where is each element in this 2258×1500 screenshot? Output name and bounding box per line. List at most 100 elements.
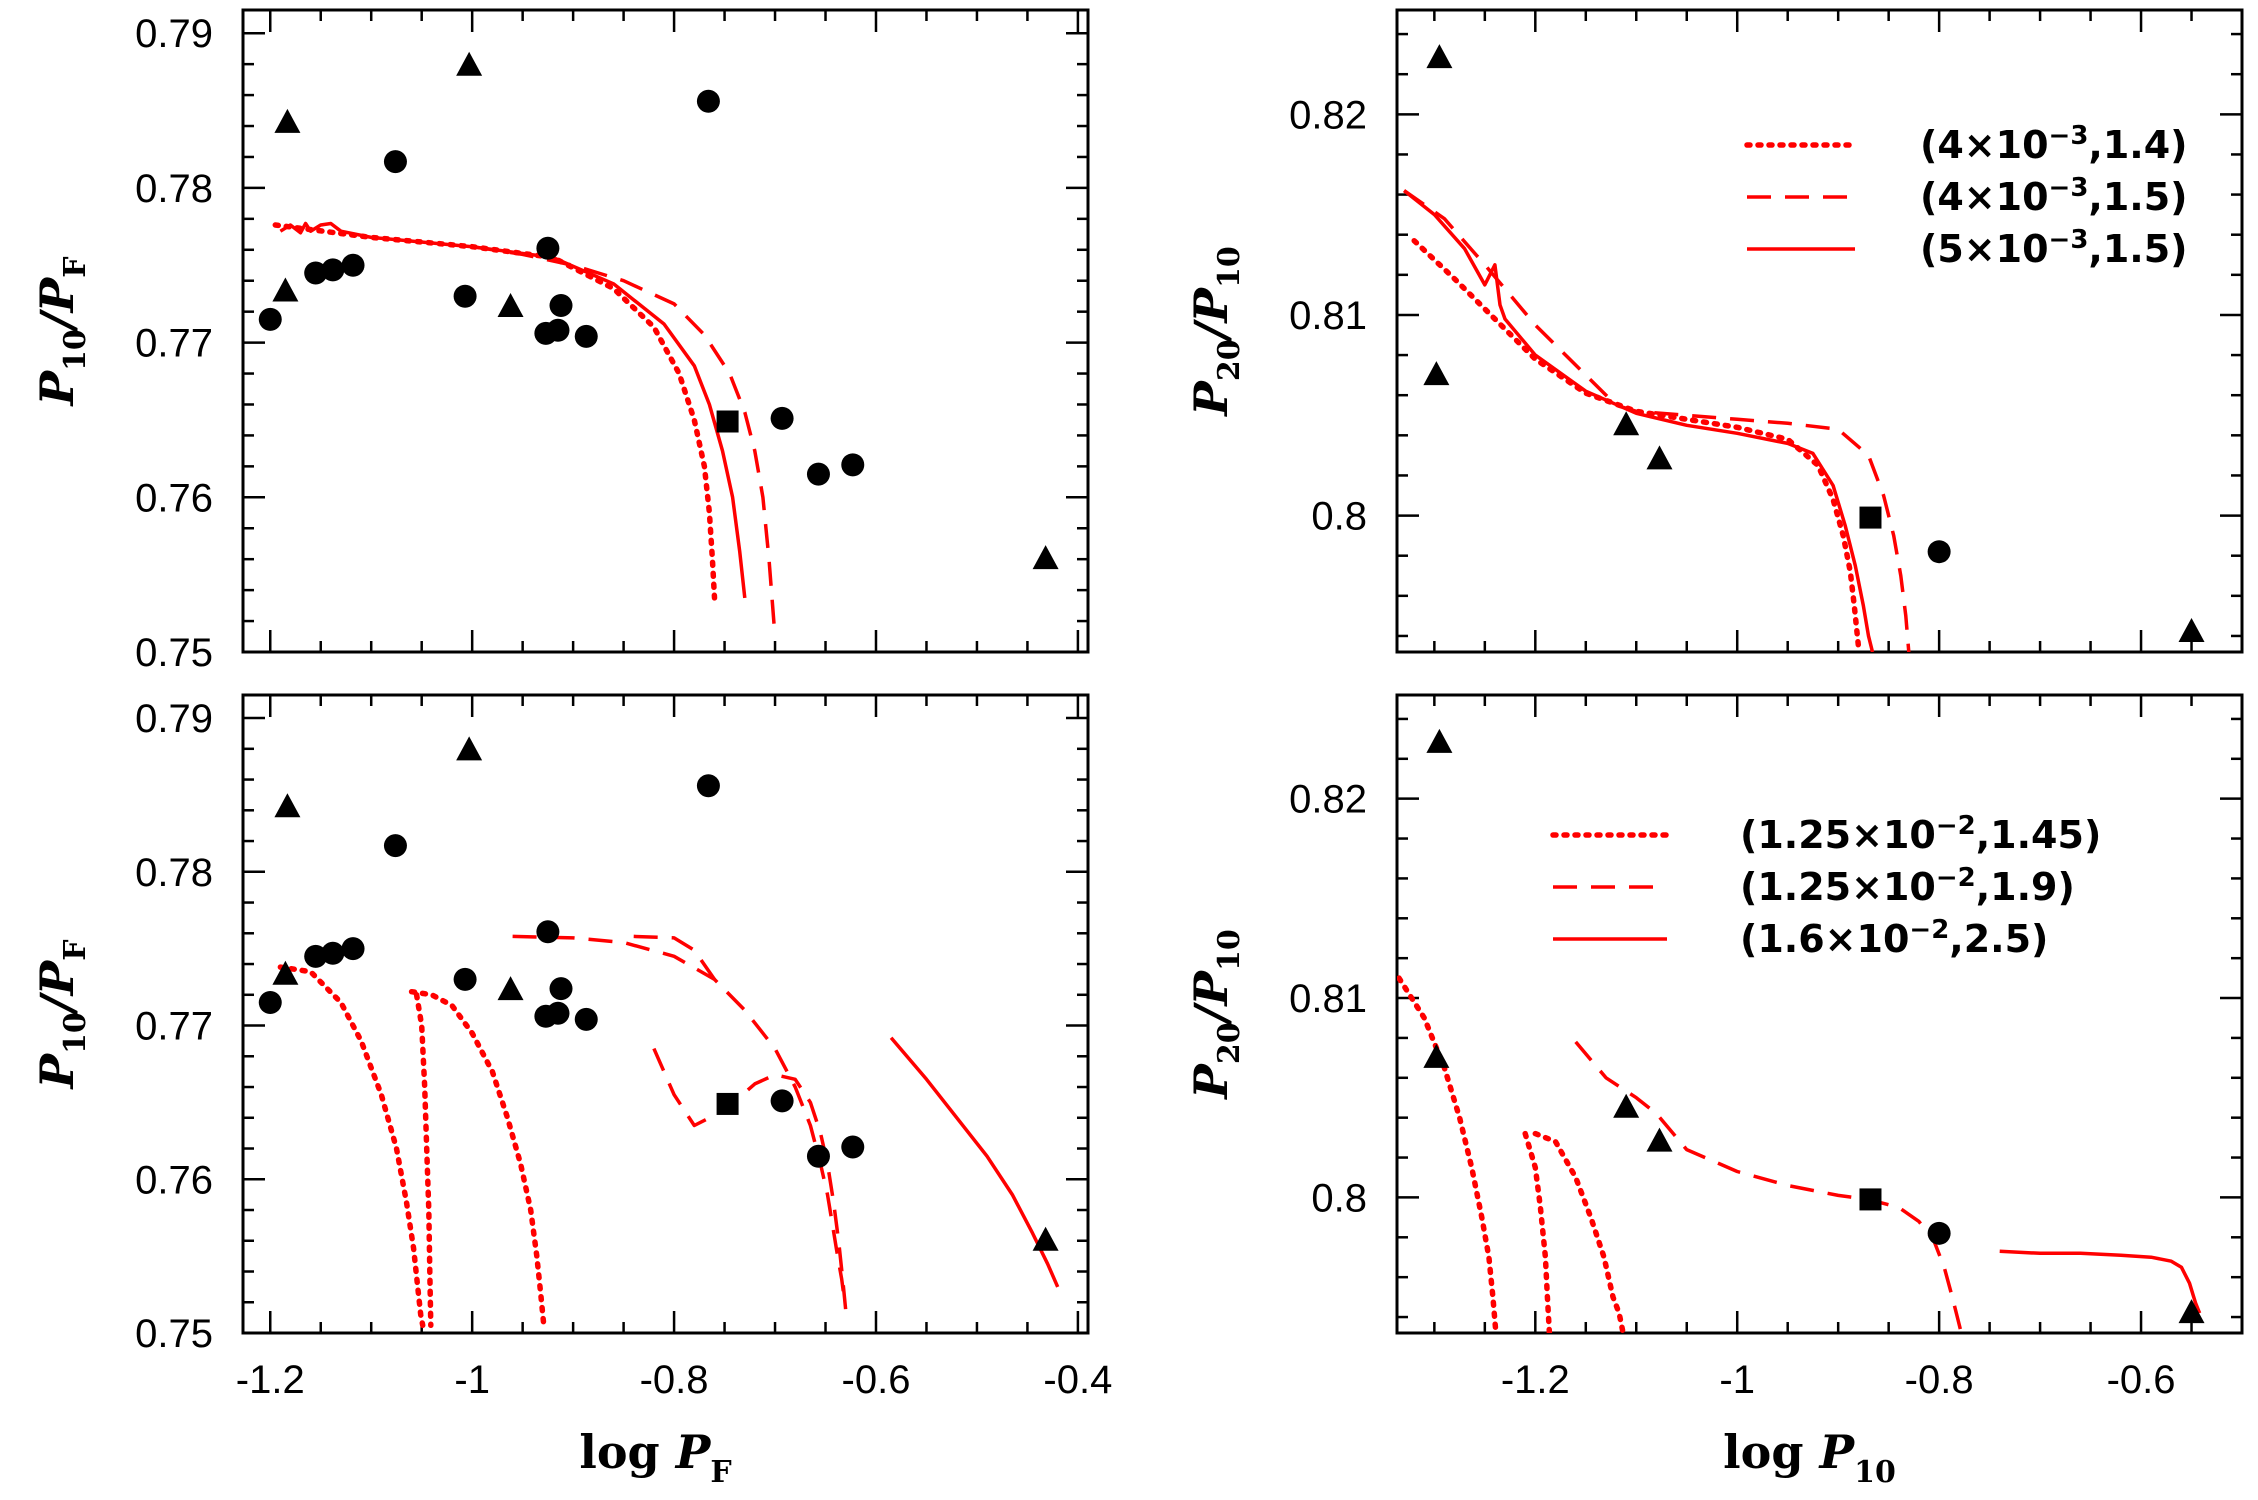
triangle-marker <box>1646 1127 1673 1152</box>
x-tick-label: -0.8 <box>640 1358 709 1402</box>
legend-label: (1.6×10−2,2.5) <box>1740 915 2048 961</box>
square-marker <box>716 410 739 433</box>
triangle-marker <box>456 736 483 761</box>
model-curve-dotted <box>1397 975 1499 1333</box>
circle-marker <box>770 1089 794 1113</box>
circle-marker <box>453 284 477 308</box>
model-curve-dotted <box>272 222 718 601</box>
circle-marker <box>321 258 345 282</box>
model-curve-dotted <box>408 988 547 1329</box>
y-tick-label: 0.81 <box>1289 294 1367 338</box>
y-tick-label: 0.76 <box>135 476 213 520</box>
circle-marker <box>770 406 794 430</box>
model-curve-dotted <box>1411 237 1862 649</box>
panel-bottom-right: 0.8 0.81 0.82 -1.2 -1 -0.8 -0.6 P20/P10 log P10 (… <box>1184 693 2244 1490</box>
circle-marker <box>341 253 365 277</box>
y-tick-label: 0.82 <box>1289 93 1367 137</box>
square-marker <box>1859 1188 1882 1211</box>
triangle-marker <box>456 51 483 76</box>
circle-marker <box>258 307 282 331</box>
model-curve-dashed <box>1574 1040 1963 1333</box>
model-curves <box>277 934 1060 1329</box>
triangle-marker <box>1613 1093 1640 1118</box>
circle-marker <box>453 967 477 991</box>
model-curve-dotted <box>277 964 426 1329</box>
model-curve-dashed <box>512 934 847 1303</box>
model-curve-dotted <box>1522 1130 1553 1333</box>
x-tick-label: -1 <box>1719 1358 1755 1402</box>
y-tick-label: 0.79 <box>135 12 213 56</box>
circle-marker <box>536 920 560 944</box>
triangle-marker <box>1646 445 1673 470</box>
circle-marker <box>341 937 365 961</box>
model-curve-solid <box>279 221 747 599</box>
data-markers <box>258 51 1059 570</box>
panel-top-right: 0.8 0.81 0.82 P20/P10 (4×10−3,1.4)(4×10−3,1.… <box>1184 8 2244 654</box>
y-tick-label: 0.8 <box>1311 495 1367 539</box>
model-curves <box>1397 975 2202 1333</box>
x-axis-title: log P10 <box>1723 1425 1896 1490</box>
triangle-marker <box>1423 1043 1450 1068</box>
triangle-marker <box>274 793 301 818</box>
y-axis-title: P10/PF <box>30 256 93 407</box>
x-tick-label: -1.2 <box>236 1358 305 1402</box>
y-axis-title: P20/P10 <box>1184 246 1247 417</box>
legend: (1.25×10−2,1.45) (1.25×10−2,1.9) (1.6×10−2… <box>1550 811 2101 961</box>
x-tick-label: -0.6 <box>842 1358 911 1402</box>
model-curve-dashed <box>652 1047 848 1311</box>
circle-marker <box>574 1007 598 1031</box>
y-tick-label: 0.79 <box>135 697 213 741</box>
model-curve-solid <box>889 1036 1060 1288</box>
circle-marker <box>841 453 865 477</box>
circle-marker <box>321 941 345 965</box>
x-tick-label: -0.4 <box>1043 1358 1112 1402</box>
data-markers <box>258 736 1059 1251</box>
triangle-marker <box>1426 44 1453 69</box>
circle-marker <box>383 834 407 858</box>
x-tick-label: -1 <box>454 1358 490 1402</box>
legend-label: (5×10−3,1.5) <box>1920 225 2188 271</box>
square-marker <box>1859 506 1882 529</box>
data-markers <box>1423 44 2205 642</box>
legend: (4×10−3,1.4) (4×10−3,1.5) (5×10−3,1.5) <box>1744 121 2188 271</box>
triangle-marker <box>1032 1226 1059 1251</box>
y-tick-label: 0.8 <box>1311 1176 1367 1220</box>
circle-marker <box>304 944 328 968</box>
model-curve-dashed <box>633 934 716 981</box>
circle-marker <box>546 1001 570 1025</box>
circle-marker <box>549 977 573 1001</box>
circle-marker <box>574 324 598 348</box>
triangle-marker <box>2178 1299 2205 1324</box>
model-curve-dotted <box>1532 1130 1626 1333</box>
y-axis-title: P20/P10 <box>1184 929 1247 1100</box>
circle-marker <box>806 1144 830 1168</box>
model-curve-dotted <box>413 992 434 1329</box>
triangle-marker <box>497 293 524 318</box>
plot-frame <box>241 693 1090 1335</box>
y-tick-label: 0.78 <box>135 851 213 895</box>
y-tick-label: 0.75 <box>135 631 213 675</box>
triangle-marker <box>1426 728 1453 753</box>
circle-marker <box>536 236 560 260</box>
y-tick-label: 0.76 <box>135 1158 213 1202</box>
model-curve-solid <box>1999 1249 2202 1314</box>
panel-top-left: 0.75 0.76 0.77 0.78 0.79 P10/PF <box>30 8 1090 675</box>
circle-marker <box>696 774 720 798</box>
circle-marker <box>383 150 407 174</box>
square-marker <box>716 1092 739 1115</box>
triangle-marker <box>497 976 524 1001</box>
y-tick-label: 0.77 <box>135 322 213 366</box>
circle-marker <box>546 318 570 342</box>
y-axis-title: P10/PF <box>30 939 93 1090</box>
y-tick-label: 0.78 <box>135 167 213 211</box>
triangle-marker <box>274 108 301 133</box>
triangle-marker <box>272 277 299 302</box>
circle-marker <box>806 462 830 486</box>
circle-marker <box>1927 540 1951 564</box>
legend-label: (4×10−3,1.4) <box>1920 121 2188 167</box>
x-tick-label: -0.8 <box>1905 1358 1974 1402</box>
circle-marker <box>549 293 573 317</box>
plot-frame <box>241 8 1090 654</box>
triangle-marker <box>1613 411 1640 436</box>
